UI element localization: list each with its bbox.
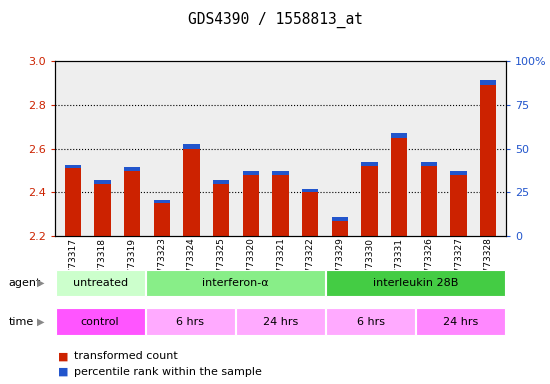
Bar	[213, 184, 229, 236]
Text: 6 hrs: 6 hrs	[177, 316, 204, 327]
FancyBboxPatch shape	[416, 308, 505, 335]
Bar	[213, 180, 229, 184]
Text: 24 hrs: 24 hrs	[443, 316, 478, 327]
Text: interleukin 28B: interleukin 28B	[373, 278, 459, 288]
Text: 6 hrs: 6 hrs	[357, 316, 384, 327]
Text: ■: ■	[58, 367, 68, 377]
Bar	[183, 144, 200, 149]
FancyBboxPatch shape	[326, 308, 415, 335]
Bar	[124, 167, 140, 170]
Text: control: control	[81, 316, 119, 327]
Bar	[450, 175, 467, 236]
Text: 24 hrs: 24 hrs	[263, 316, 298, 327]
Text: ▶: ▶	[37, 278, 45, 288]
Bar	[302, 189, 318, 192]
Bar	[391, 138, 408, 236]
Bar	[272, 175, 289, 236]
Text: transformed count: transformed count	[74, 351, 178, 361]
Bar	[153, 200, 170, 204]
FancyBboxPatch shape	[326, 270, 505, 296]
Bar	[272, 171, 289, 175]
Bar	[65, 169, 81, 236]
Text: time: time	[8, 316, 34, 327]
Text: ■: ■	[58, 351, 68, 361]
FancyBboxPatch shape	[146, 270, 325, 296]
FancyBboxPatch shape	[146, 308, 235, 335]
Bar	[332, 221, 348, 236]
Bar	[65, 164, 81, 169]
Text: untreated: untreated	[73, 278, 128, 288]
Bar	[302, 192, 318, 236]
Bar	[332, 217, 348, 221]
Bar	[421, 162, 437, 166]
Bar	[480, 80, 496, 86]
Bar	[243, 170, 259, 175]
Bar	[243, 175, 259, 236]
Bar	[450, 171, 467, 175]
Bar	[124, 170, 140, 236]
Bar	[94, 180, 111, 184]
Text: agent: agent	[8, 278, 41, 288]
Bar	[183, 149, 200, 236]
Bar	[480, 86, 496, 236]
FancyBboxPatch shape	[56, 270, 145, 296]
Bar	[361, 166, 378, 236]
Text: interferon-α: interferon-α	[202, 278, 269, 288]
Text: percentile rank within the sample: percentile rank within the sample	[74, 367, 262, 377]
Bar	[421, 166, 437, 236]
Bar	[391, 133, 408, 138]
Text: ▶: ▶	[37, 316, 45, 327]
FancyBboxPatch shape	[236, 308, 325, 335]
FancyBboxPatch shape	[56, 308, 145, 335]
Bar	[94, 184, 111, 236]
Text: GDS4390 / 1558813_at: GDS4390 / 1558813_at	[188, 12, 362, 28]
Bar	[361, 162, 378, 166]
Bar	[153, 204, 170, 236]
